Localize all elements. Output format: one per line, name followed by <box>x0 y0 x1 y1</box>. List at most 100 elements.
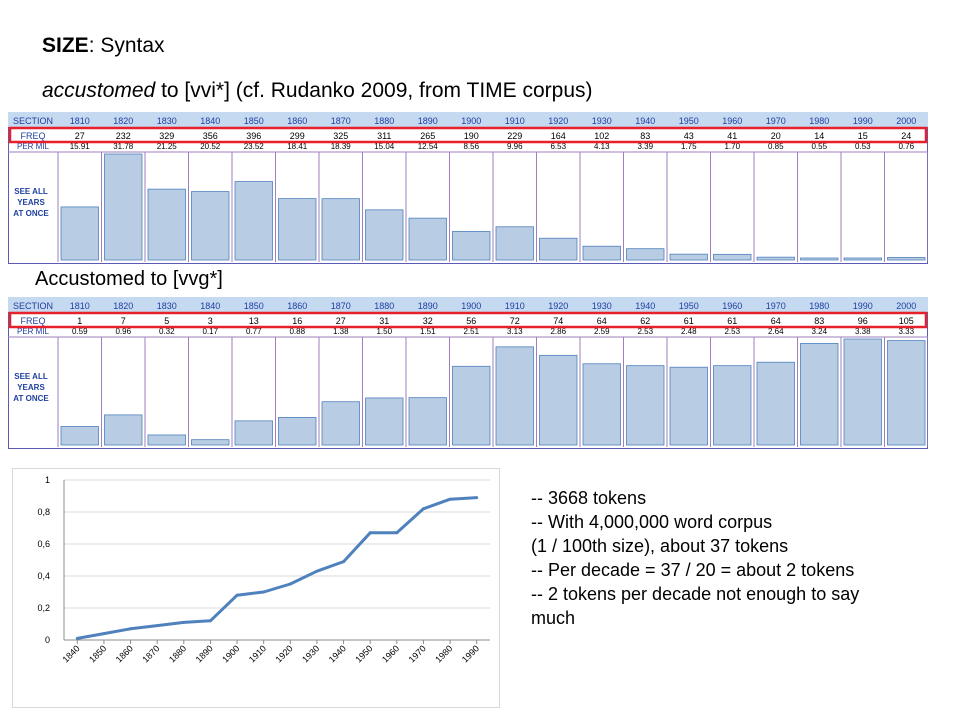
vvg-permil-value: 0.59 <box>72 327 88 336</box>
vvi-freq-label: FREQ <box>20 131 45 141</box>
notes: -- 3668 tokens -- With 4,000,000 word co… <box>531 486 859 630</box>
vvi-bar <box>539 237 578 261</box>
vvi-permil-value: 20.52 <box>200 142 221 151</box>
vvg-permil-value: 2.53 <box>637 327 653 336</box>
line-point <box>342 560 346 564</box>
vvi-freq-value: 15 <box>858 131 868 141</box>
vvi-bar <box>756 256 795 261</box>
vvi-section-tick: 1880 <box>374 116 394 126</box>
vvi-freq-value: 164 <box>551 131 566 141</box>
vvi-permil-value: 15.04 <box>374 142 395 151</box>
vvg-section-tick: 1920 <box>548 301 568 311</box>
vvi-section-tick: 1950 <box>679 116 699 126</box>
vvi-freq-value: 229 <box>507 131 522 141</box>
vvi-freq-value: 102 <box>594 131 609 141</box>
vvi-section-tick: 1840 <box>200 116 220 126</box>
vvi-see-all-label: AT ONCE <box>13 209 49 218</box>
line-chart-ytick: 1 <box>45 475 50 485</box>
vvg-freq-value: 105 <box>899 316 914 326</box>
vvg-permil-value: 3.38 <box>855 327 871 336</box>
frequency-panel-vvg: SECTION 1810 1820 1830 1840 1850 1860 1870 1880 1… <box>8 297 928 449</box>
vvi-freq-value: 396 <box>246 131 261 141</box>
subtitle-italic: accustomed <box>42 79 156 102</box>
vvi-permil-value: 6.53 <box>550 142 566 151</box>
vvg-freq-value: 64 <box>597 316 607 326</box>
vvg-section-tick: 1860 <box>287 301 307 311</box>
vvi-bar <box>147 188 186 261</box>
line-chart-ytick: 0 <box>45 635 50 645</box>
vvi-permil-value: 3.39 <box>637 142 653 151</box>
vvi-bar <box>582 245 621 261</box>
vvg-freq-value: 31 <box>379 316 389 326</box>
vvi-permil-value: 0.76 <box>898 142 914 151</box>
vvg-permil-value: 2.48 <box>681 327 697 336</box>
vvi-bar <box>104 153 143 261</box>
vvi-permil-value: 23.52 <box>244 142 265 151</box>
vvi-bar <box>408 217 447 261</box>
line-point <box>182 620 186 624</box>
vvi-bar <box>843 257 882 261</box>
vvg-permil-label: PER MIL <box>17 327 50 336</box>
vvg-section-tick: 1990 <box>853 301 873 311</box>
vvg-permil-value: 2.59 <box>594 327 610 336</box>
vvi-section-tick: 1820 <box>113 116 133 126</box>
vvi-freq-value: 27 <box>75 131 85 141</box>
vvi-bar <box>626 248 665 261</box>
vvg-bar <box>278 417 317 446</box>
vvi-bar <box>452 231 491 261</box>
vvg-bar <box>539 354 578 446</box>
vvi-bar <box>234 181 273 261</box>
note-line: -- 2 tokens per decade not enough to say <box>531 584 860 604</box>
line-point <box>421 507 425 511</box>
vvg-freq-value: 32 <box>423 316 433 326</box>
vvg-permil-value: 2.51 <box>463 327 479 336</box>
line-chart-ytick: 0,8 <box>37 507 50 517</box>
vvg-section-tick: 2000 <box>896 301 916 311</box>
line-point <box>475 496 479 500</box>
frequency-table-chart-vvi: SECTION 1810 1820 1830 1840 1850 1860 1870 1880 1… <box>8 112 928 264</box>
vvi-permil-value: 1.75 <box>681 142 697 151</box>
line-point <box>448 497 452 501</box>
frequency-panel-vvi: SECTION 1810 1820 1830 1840 1850 1860 1870 1880 1… <box>8 112 928 264</box>
vvi-bar <box>669 253 708 261</box>
vvg-bar <box>495 346 534 446</box>
vvg-permil-value: 3.13 <box>507 327 523 336</box>
vvi-freq-value: 329 <box>159 131 174 141</box>
line-point <box>235 593 239 597</box>
vvg-bar <box>452 365 491 446</box>
vvi-bar <box>60 206 99 261</box>
line-point <box>368 531 372 535</box>
vvi-permil-value: 18.41 <box>287 142 308 151</box>
vvg-section-tick: 1950 <box>679 301 699 311</box>
vvg-freq-value: 64 <box>771 316 781 326</box>
vvi-freq-value: 43 <box>684 131 694 141</box>
vvg-freq-value: 5 <box>164 316 169 326</box>
line-point <box>262 590 266 594</box>
vvg-section-tick: 1890 <box>418 301 438 311</box>
vvi-permil-value: 0.53 <box>855 142 871 151</box>
vvi-section-tick: 1860 <box>287 116 307 126</box>
vvg-bar <box>626 365 665 446</box>
vvi-section-tick: 1890 <box>418 116 438 126</box>
vvi-see-all-label: YEARS <box>17 198 45 207</box>
vvg-permil-value: 3.24 <box>811 327 827 336</box>
vvi-permil-value: 0.85 <box>768 142 784 151</box>
note-line: -- With 4,000,000 word corpus <box>531 512 773 532</box>
vvg-bar <box>843 338 882 446</box>
vvi-section-tick: 1850 <box>244 116 264 126</box>
vvi-permil-value: 18.39 <box>331 142 352 151</box>
vvg-permil-value: 3.33 <box>898 327 914 336</box>
line-point <box>155 624 159 628</box>
vvi-section-tick: 1930 <box>592 116 612 126</box>
subtitle-rest: to [vvi*] (cf. Rudanko 2009, from TIME c… <box>155 79 593 102</box>
vvi-freq-value: 299 <box>290 131 305 141</box>
vvi-freq-value: 190 <box>464 131 479 141</box>
vvg-bar <box>887 340 926 446</box>
vvi-freq-value: 41 <box>727 131 737 141</box>
vvi-section-tick: 1900 <box>461 116 481 126</box>
vvi-freq-value: 24 <box>901 131 911 141</box>
vvg-bar <box>713 365 752 446</box>
vvg-freq-label: FREQ <box>20 316 45 326</box>
vvg-freq-highlight <box>8 311 928 329</box>
